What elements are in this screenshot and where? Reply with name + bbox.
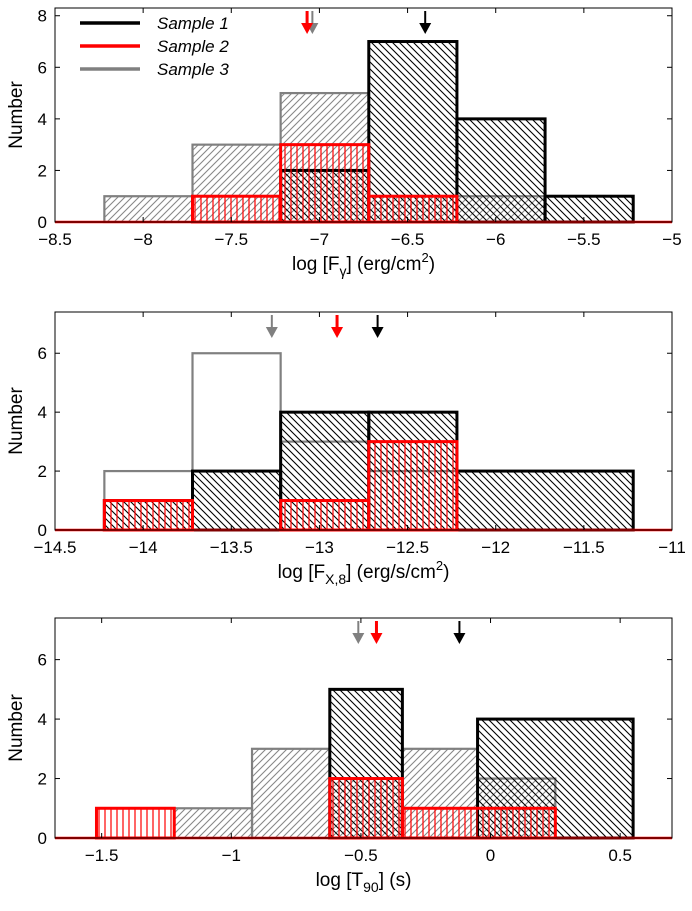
legend-label: Sample 2 [157, 37, 229, 56]
y-tick-label: 0 [38, 213, 47, 232]
series-sample-2 [191, 143, 459, 224]
legend: Sample 1 Sample 2 Sample 3 [80, 14, 229, 79]
bar-sample-1 [543, 194, 635, 224]
y-tick-label: 6 [38, 58, 47, 77]
bar-sample-2 [367, 440, 459, 532]
y-axis-label: Number [6, 694, 27, 762]
y-tick-label: 4 [38, 710, 47, 729]
y-axis-label: Number [6, 387, 27, 455]
arrow-sample-2-median [331, 315, 344, 338]
legend-label: Sample 1 [157, 14, 229, 33]
x-tick-label: −8 [133, 230, 152, 249]
axes-frame [54, 617, 673, 839]
y-tick-label: 6 [38, 651, 47, 670]
axes-frame [54, 311, 673, 531]
panel-1: −8.5 −8 −7.5 −7 −6.5 −6 −5.5 −5 0 2 4 6 8 Number log [… [6, 7, 682, 279]
y-axis-label: Number [6, 81, 27, 149]
y-tick-label: 0 [38, 521, 47, 540]
bar-sample-2 [279, 499, 371, 532]
x-axis-label: log [Fγ] (erg/cm2) [292, 250, 435, 279]
arrow-sample-3-median [265, 315, 278, 338]
bar-sample-2 [328, 777, 404, 840]
x-tick-label: −13.5 [210, 538, 253, 557]
panel-3: −1.5 −1 −0.5 0 0.5 0 2 4 6 Number log [T90] (s) [6, 617, 673, 895]
panel-2: −14.5 −14 −13.5 −13 −12.5 −12 −11.5 −11 0 2 4 6 Numb… [6, 311, 686, 587]
bar-sample-2 [94, 806, 176, 840]
y-tick-label: 0 [38, 829, 47, 848]
x-tick-label: −5.5 [567, 230, 601, 249]
x-tick-label: −14.5 [33, 538, 76, 557]
bar-sample-3 [250, 747, 331, 840]
bar-sample-2 [191, 194, 283, 224]
x-tick-label: −12 [481, 538, 510, 557]
bar-sample-1 [191, 469, 283, 532]
x-tick-label: −7.5 [215, 230, 249, 249]
x-axis-label: log [T90] (s) [316, 870, 412, 895]
arrow-sample-3-median [352, 621, 365, 644]
y-tick-label: 6 [38, 344, 47, 363]
bar-sample-1 [455, 469, 635, 532]
axes-frame [54, 7, 673, 223]
legend-label: Sample 3 [157, 60, 229, 79]
x-tick-label: −7 [310, 230, 329, 249]
bar-sample-2 [279, 143, 371, 224]
arrow-sample-2-median [301, 11, 314, 34]
series-sample-2 [94, 777, 557, 840]
arrow-sample-1-median [453, 621, 466, 644]
x-tick-label: −6.5 [391, 230, 425, 249]
arrow-sample-2-median [370, 621, 383, 644]
x-tick-label: −13 [305, 538, 334, 557]
arrow-sample-1-median [419, 11, 432, 34]
bar-sample-1 [455, 117, 547, 224]
y-tick-label: 2 [38, 770, 47, 789]
x-tick-label: −6 [486, 230, 505, 249]
x-tick-label: −14 [129, 538, 158, 557]
bar-sample-3 [173, 807, 254, 840]
x-tick-label: −11.5 [563, 538, 605, 557]
bar-sample-2 [367, 194, 459, 224]
x-tick-label: −12.5 [386, 538, 429, 557]
y-tick-label: 8 [38, 7, 47, 26]
y-tick-label: 4 [38, 110, 47, 129]
bar-sample-2 [102, 499, 195, 532]
x-tick-label: 0.5 [608, 846, 632, 865]
x-tick-label: 0 [486, 846, 495, 865]
y-tick-label: 2 [38, 462, 47, 481]
x-tick-label: −11 [658, 538, 686, 557]
arrow-sample-1-median [371, 315, 384, 338]
x-tick-label: −1.5 [85, 846, 119, 865]
y-tick-label: 4 [38, 403, 47, 422]
x-tick-label: −5 [662, 230, 681, 249]
x-axis-label: log [FX,8] (erg/s/cm2) [278, 558, 450, 587]
x-tick-label: −8.5 [38, 230, 72, 249]
x-tick-label: −0.5 [344, 846, 378, 865]
bar-sample-3 [103, 195, 194, 224]
x-tick-label: −1 [222, 846, 241, 865]
y-tick-label: 2 [38, 161, 47, 180]
bar-sample-2 [400, 806, 557, 840]
